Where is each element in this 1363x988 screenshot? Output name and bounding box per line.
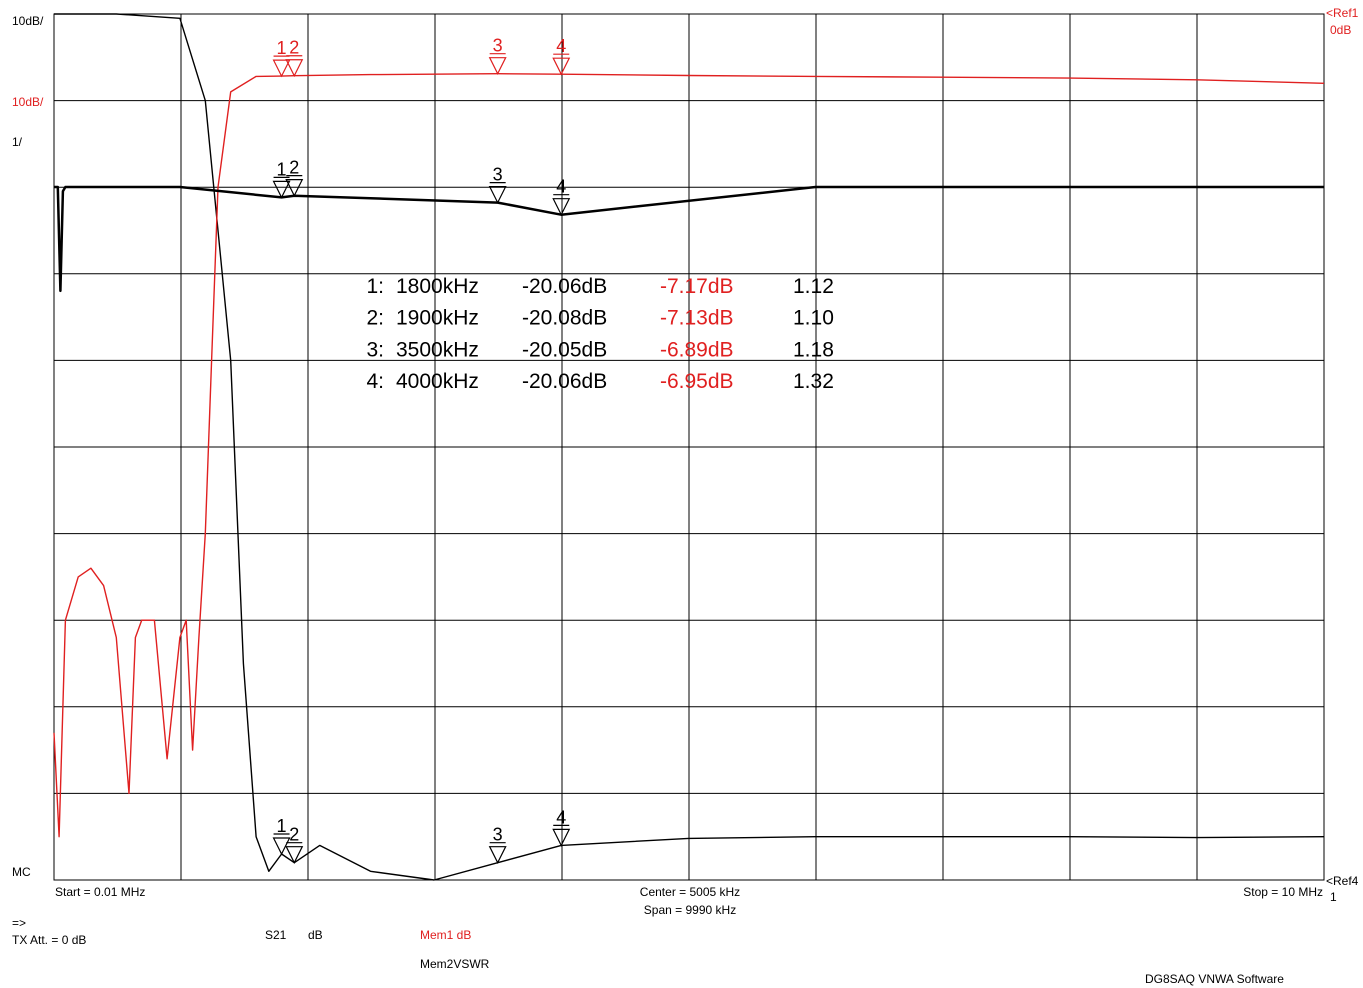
marker-label: 1 [277, 38, 287, 58]
trace-s21-db [54, 13, 1325, 881]
readout-s21: -20.08dB [522, 307, 607, 330]
marker-triangle [552, 57, 571, 76]
marker-triangle [552, 198, 571, 217]
readout-s21: -20.06dB [522, 275, 607, 298]
ref1-label: <Ref1 [1326, 6, 1359, 20]
readout-mem1: -6.89dB [660, 338, 734, 361]
ref4-label: <Ref4 [1326, 874, 1359, 888]
marker-triangle [488, 846, 507, 865]
marker-label: 4 [556, 807, 566, 827]
readout-mem1: -7.13dB [660, 307, 734, 330]
trace-mem1-db [53, 72, 1325, 838]
marker-triangle [272, 59, 291, 78]
chart-traces [53, 13, 1325, 881]
readout-label: 2: [366, 307, 384, 330]
scale-label-top: 10dB/ [12, 14, 44, 28]
marker-label: 3 [493, 825, 503, 845]
marker-triangle [552, 828, 571, 847]
marker-symbols: 1 2 341 2 3 41 2 34 [272, 36, 571, 865]
marker-triangle [285, 59, 304, 78]
scale-label-mc: MC [12, 865, 31, 879]
scale-label-vswr: 1/ [12, 135, 23, 149]
arrow-indicator: => [12, 916, 26, 930]
marker-label: 2 [289, 38, 299, 58]
marker-triangle [488, 57, 507, 76]
marker-label: 3 [493, 36, 503, 56]
readout-s21: -20.05dB [522, 338, 607, 361]
readout-label: 1: [366, 275, 384, 298]
readout-vswr: 1.32 [793, 370, 834, 393]
marker-triangle [272, 180, 291, 199]
marker-readout-table: 1: 1800kHz -20.06dB -7.17dB 1.12 2: 1900kHz -20… [366, 275, 833, 393]
readout-vswr: 1.12 [793, 275, 834, 298]
marker-label: 2 [289, 158, 299, 178]
readout-freq: 3500kHz [396, 338, 479, 361]
span-frequency: Span = 9990 kHz [644, 903, 736, 917]
marker-triangle [285, 846, 304, 865]
tx-attenuation: TX Att. = 0 dB [12, 933, 86, 947]
marker-label: 1 [277, 816, 287, 836]
readout-mem1: -6.95dB [660, 370, 734, 393]
ref4-value: 1 [1330, 890, 1337, 904]
readout-mem1: -7.17dB [660, 275, 734, 298]
trace-mem2vswr [54, 185, 1324, 293]
readout-label: 4: [366, 370, 384, 393]
center-frequency: Center = 5005 kHz [640, 885, 740, 899]
marker-label: 2 [289, 825, 299, 845]
readout-freq: 1900kHz [396, 307, 479, 330]
stop-frequency: Stop = 10 MHz [1243, 885, 1323, 899]
readout-label: 3: [366, 338, 384, 361]
software-credit: DG8SAQ VNWA Software [1145, 972, 1284, 986]
ref1-value: 0dB [1330, 23, 1351, 37]
scale-label-red: 10dB/ [12, 95, 44, 109]
marker-label: 4 [556, 177, 566, 197]
readout-freq: 4000kHz [396, 370, 479, 393]
mem2-trace-label[interactable]: Mem2VSWR [420, 957, 490, 971]
readout-freq: 1800kHz [396, 275, 479, 298]
start-frequency: Start = 0.01 MHz [55, 885, 145, 899]
s21-unit-label[interactable]: dB [308, 928, 323, 942]
marker-label: 3 [493, 165, 503, 185]
chart-grid [53, 13, 1325, 881]
readout-vswr: 1.10 [793, 307, 834, 330]
readout-vswr: 1.18 [793, 338, 834, 361]
marker-triangle [285, 179, 304, 198]
s21-trace-label[interactable]: S21 [265, 928, 287, 942]
readout-s21: -20.06dB [522, 370, 607, 393]
marker-label: 1 [277, 159, 287, 179]
marker-triangle [488, 185, 507, 204]
mem1-trace-label[interactable]: Mem1 dB [420, 928, 471, 942]
marker-triangle [272, 837, 291, 856]
marker-label: 4 [556, 36, 566, 56]
